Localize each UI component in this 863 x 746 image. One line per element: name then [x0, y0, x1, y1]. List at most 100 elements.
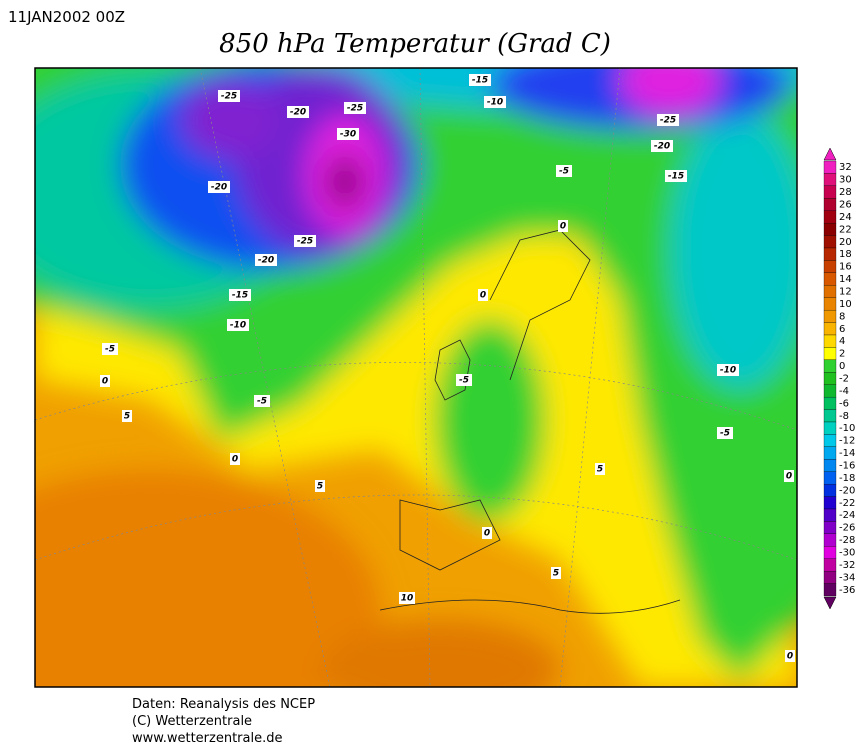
- colorbar-label: 24: [839, 212, 852, 223]
- colorbar-label: 30: [839, 175, 852, 186]
- colorbar-label: -8: [839, 411, 849, 422]
- colorbar-swatch: [823, 334, 837, 348]
- colorbar-label: 26: [839, 200, 852, 211]
- colorbar-label: 18: [839, 249, 852, 260]
- colorbar-top: [823, 147, 837, 161]
- contour-label-bg: [102, 343, 118, 355]
- footer-line: www.wetterzentrale.de: [132, 731, 282, 746]
- contour-label: -5: [459, 376, 469, 386]
- contour-label: -15: [668, 172, 684, 182]
- contour-label: -15: [232, 291, 248, 301]
- contour-label-bg: [315, 480, 325, 492]
- contour-label: 5: [124, 412, 130, 422]
- colorbar-label: -14: [839, 448, 855, 459]
- colorbar: 32302826242220181614121086420-2-4-6-8-10…: [823, 160, 855, 597]
- colorbar-label: 28: [839, 187, 852, 198]
- contour-label: -10: [720, 366, 736, 376]
- colorbar-label: 10: [839, 299, 852, 310]
- contour-label: 0: [484, 529, 490, 539]
- contour-label-bg: [230, 453, 240, 465]
- contour-label: -20: [211, 183, 227, 193]
- colorbar-swatch: [823, 359, 837, 373]
- colorbar-swatch: [823, 210, 837, 224]
- contour-label-bg: [469, 74, 491, 86]
- contour-label: -25: [347, 104, 363, 114]
- contour-label: -20: [258, 256, 274, 266]
- colorbar-swatch: [823, 483, 837, 497]
- colorbar-label: 32: [839, 162, 852, 173]
- contour-label-bg: [100, 375, 110, 387]
- colorbar-label: 14: [839, 274, 852, 285]
- contour-label: 5: [317, 482, 323, 492]
- colorbar-label: 2: [839, 349, 845, 360]
- colorbar-label: 4: [839, 336, 845, 347]
- footer-line: Daten: Reanalysis des NCEP: [132, 697, 315, 712]
- colorbar-swatch: [823, 372, 837, 385]
- colorbar-swatch: [823, 496, 837, 510]
- colorbar-label: 0: [839, 361, 845, 372]
- contour-label: -10: [230, 321, 246, 331]
- contour-label-bg: [551, 567, 561, 579]
- contour-label-bg: [651, 140, 673, 152]
- contour-label-bg: [227, 319, 249, 331]
- colorbar-swatch: [823, 309, 837, 323]
- contour-label: -15: [472, 76, 488, 86]
- contour-label-bg: [399, 592, 415, 604]
- colorbar-label: -10: [839, 423, 855, 434]
- title: 850 hPa Temperatur (Grad C): [219, 29, 611, 59]
- colorbar-swatch: [823, 272, 837, 286]
- colorbar-swatch: [823, 421, 837, 435]
- colorbar-swatch: [823, 570, 837, 584]
- contour-label: -5: [559, 167, 569, 177]
- colorbar-swatch: [823, 198, 837, 211]
- colorbar-swatch: [823, 583, 837, 597]
- contour-label-bg: [255, 254, 277, 266]
- colorbar-swatch: [823, 160, 837, 174]
- contour-label-bg: [478, 289, 488, 301]
- colorbar-label: 8: [839, 311, 845, 322]
- colorbar-swatch: [823, 247, 837, 261]
- colorbar-label: -12: [839, 436, 855, 447]
- contour-label-bg: [337, 128, 359, 140]
- contour-label: -25: [297, 237, 313, 247]
- contour-label-bg: [595, 463, 605, 475]
- contour-label: -5: [720, 429, 730, 439]
- contour-label: -20: [290, 108, 306, 118]
- contour-label-bg: [218, 90, 240, 102]
- colorbar-label: -22: [839, 498, 855, 509]
- colorbar-label: 22: [839, 224, 852, 235]
- colorbar-swatch: [823, 235, 837, 249]
- contour-label-bg: [665, 170, 687, 182]
- contour-label-bg: [717, 364, 739, 376]
- contour-label-bg: [294, 235, 316, 247]
- colorbar-label: -6: [839, 398, 849, 409]
- map-frame: [34, 67, 798, 688]
- colorbar-label: -32: [839, 560, 855, 571]
- colorbar-swatch: [823, 396, 837, 410]
- contour-label-bg: [556, 165, 572, 177]
- colorbar-label: -36: [839, 585, 855, 596]
- contour-label-bg: [784, 470, 794, 482]
- contour-label-bg: [254, 395, 270, 407]
- colorbar-label: -24: [839, 510, 855, 521]
- contour-label-bg: [122, 410, 132, 422]
- colorbar-swatch: [823, 558, 837, 572]
- contour-label-bg: [287, 106, 309, 118]
- contour-label: -20: [654, 142, 670, 152]
- contour-label: -5: [105, 345, 115, 355]
- colorbar-swatch: [823, 446, 837, 460]
- colorbar-swatch: [823, 471, 837, 485]
- colorbar-swatch: [823, 185, 837, 199]
- colorbar-swatch: [823, 508, 837, 522]
- colorbar-swatch: [823, 322, 837, 336]
- contour-label-bg: [484, 96, 506, 108]
- colorbar-swatch: [823, 173, 837, 187]
- colorbar-label: 20: [839, 237, 852, 248]
- contour-label-bg: [456, 374, 472, 386]
- colorbar-swatch: [823, 285, 837, 298]
- contour-label: -25: [660, 116, 676, 126]
- contour-label-bg: [482, 527, 492, 539]
- footer-line: (C) Wetterzentrale: [132, 714, 252, 729]
- date: 11JAN2002 00Z: [8, 8, 125, 26]
